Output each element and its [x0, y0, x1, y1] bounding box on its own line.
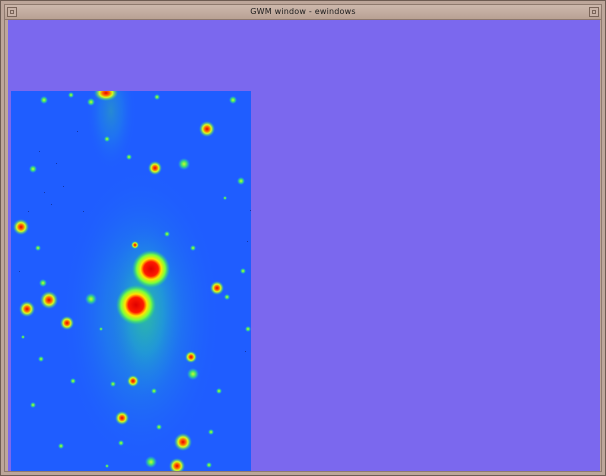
window-frame[interactable] [4, 4, 602, 472]
window-menu-icon[interactable] [7, 7, 17, 17]
fits-image[interactable] [11, 91, 251, 471]
client-area[interactable] [8, 20, 600, 471]
title-bar[interactable]: GWM window - ewindows [5, 5, 601, 20]
window-title: GWM window - ewindows [250, 7, 356, 16]
maximize-icon[interactable] [589, 7, 599, 17]
fits-image-canvas [11, 91, 251, 471]
